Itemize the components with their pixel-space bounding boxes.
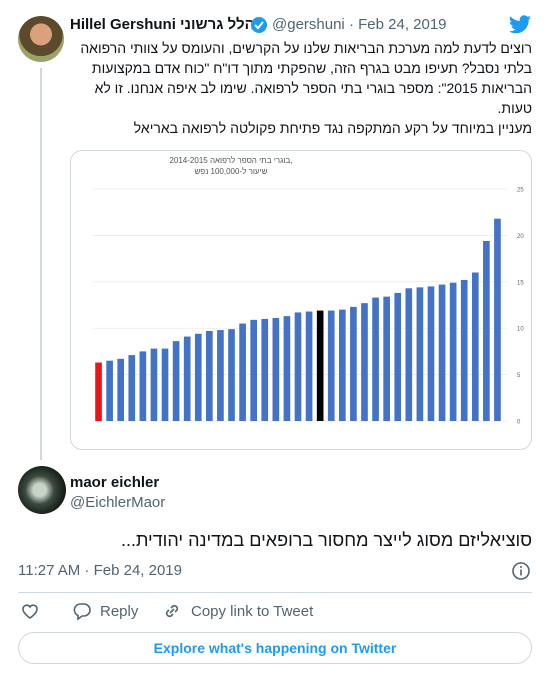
bar (494, 218, 501, 421)
bar (394, 292, 402, 421)
copy-link-button[interactable]: Copy link to Tweet (191, 603, 314, 620)
bar (372, 297, 379, 421)
link-icon[interactable] (162, 601, 182, 621)
bar (405, 288, 413, 421)
bar (206, 330, 213, 421)
chart: בוגרי בתי הספר לרפואה 2014-2015, שיעור ל… (93, 156, 524, 426)
author-name: Hillel Gershuni הלל גרשוני (70, 16, 255, 33)
like-icon[interactable] (20, 601, 40, 621)
bar (471, 272, 479, 421)
bar (483, 240, 490, 421)
bar (161, 348, 169, 421)
y-tick-label: 5 (517, 373, 521, 379)
reply-icon[interactable] (72, 601, 92, 621)
bar (261, 318, 269, 421)
bar (106, 360, 113, 421)
bar (361, 303, 368, 421)
y-tick-label: 10 (517, 327, 524, 333)
tweet-text-line: הבריאות 2015": מספר בוגרי בתי הספר לרפוא… (94, 80, 532, 96)
y-tick-label: 20 (517, 234, 524, 240)
bar (194, 333, 202, 421)
avatar (18, 466, 66, 514)
media-frame[interactable]: בוגרי בתי הספר לרפואה 2014-2015, שיעור ל… (70, 150, 532, 450)
chart-title: בוגרי בתי הספר לרפואה 2014-2015, (169, 156, 292, 165)
bar (427, 286, 435, 421)
bar (339, 309, 346, 421)
bar (172, 341, 180, 421)
reply-author-handle: @EichlerMaor (70, 494, 166, 511)
chart-subtitle: שיעור ל-100,000 נפש (194, 167, 267, 176)
bar (416, 287, 424, 421)
y-tick-label: 25 (517, 188, 524, 194)
avatar (18, 16, 64, 62)
bar (183, 336, 191, 421)
bar (217, 330, 224, 421)
bar (117, 358, 125, 421)
bar (460, 279, 468, 421)
reply-text: סוציאליזם מסוג לייצר מחסור ברופאים במדינ… (120, 530, 532, 550)
tweet-text-line: טעות. (497, 100, 533, 116)
bar (150, 348, 158, 421)
bar (239, 323, 246, 421)
bar (294, 312, 302, 421)
verified-badge (251, 17, 267, 33)
bar (139, 351, 147, 421)
bar (95, 362, 102, 421)
divider (18, 592, 532, 593)
bar (383, 296, 390, 421)
bar (316, 310, 324, 421)
y-tick-label: 0 (517, 420, 521, 426)
tweet-text-line: בלתי נסבל? תעיפו מבט בגרף הזה, שהפקתי מת… (91, 60, 532, 76)
bar (250, 319, 257, 421)
tweet-text-line: מעניין במיוחד על רקע המתקפה נגד פתיחת פק… (133, 120, 532, 136)
bar (128, 355, 136, 421)
twitter-logo[interactable] (508, 14, 532, 36)
tweet-text-line: רוצים לדעת למה מערכת הבריאות שלנו על הקר… (80, 40, 532, 56)
bar (438, 284, 446, 421)
reply-button[interactable]: Reply (100, 603, 139, 620)
bar (327, 310, 335, 421)
thread-line (40, 68, 42, 460)
bar (272, 317, 280, 421)
bar (305, 311, 313, 421)
reply-author-name: maor eichler (70, 474, 160, 491)
tweet-date: Feb 24, 2019 (358, 16, 447, 33)
author-handle: @gershuni (272, 16, 345, 33)
y-tick-label: 15 (517, 280, 524, 286)
bar (350, 306, 357, 421)
explore-button[interactable]: Explore what's happening on Twitter (18, 632, 532, 664)
bar (283, 316, 291, 421)
bar (228, 329, 235, 421)
info-icon[interactable] (511, 561, 531, 581)
bar (449, 282, 457, 421)
reply-time[interactable]: 11:27 AM · Feb 24, 2019 (18, 562, 182, 579)
